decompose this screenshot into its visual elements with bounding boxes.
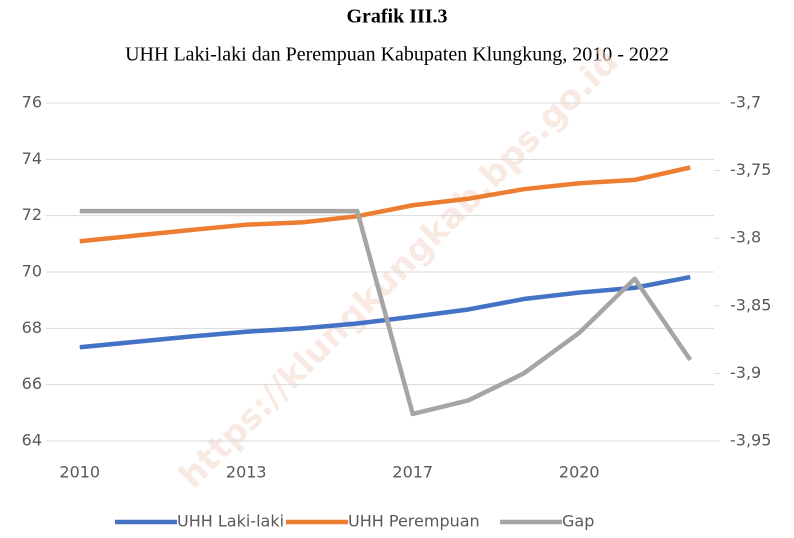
- y2-tick-label: -3,85: [730, 295, 771, 314]
- y-tick-label: 76: [22, 93, 42, 112]
- y-tick-label: 64: [22, 431, 42, 450]
- y-tick-label: 72: [22, 205, 42, 224]
- chart-subtitle: UHH Laki-laki dan Perempuan Kabupaten Kl…: [125, 44, 669, 66]
- y-tick-label: 70: [22, 262, 42, 281]
- x-tick-label: 2010: [59, 463, 100, 482]
- legend-label: Gap: [562, 512, 594, 531]
- y2-tick-label: -3,95: [730, 431, 771, 450]
- y2-tick-label: -3,8: [730, 228, 761, 247]
- watermark: https://klungkungkab.bps.go.id: [171, 41, 626, 496]
- x-tick-label: 2017: [392, 463, 433, 482]
- x-tick-label: 2020: [559, 463, 600, 482]
- series-line: [79, 208, 693, 417]
- y2-tick-label: -3,7: [730, 93, 761, 112]
- y-tick-label: 66: [22, 374, 42, 393]
- legend-label: UHH Perempuan: [348, 512, 480, 531]
- y-tick-label: 74: [22, 149, 42, 168]
- y2-tick-label: -3,9: [730, 363, 761, 382]
- series-line: [79, 165, 691, 244]
- x-tick-label: 2013: [226, 463, 267, 482]
- legend-label: UHH Laki-laki: [177, 512, 284, 531]
- chart-title: Grafik III.3: [346, 6, 447, 28]
- y-tick-label: 68: [22, 318, 42, 337]
- y2-tick-label: -3,75: [730, 160, 771, 179]
